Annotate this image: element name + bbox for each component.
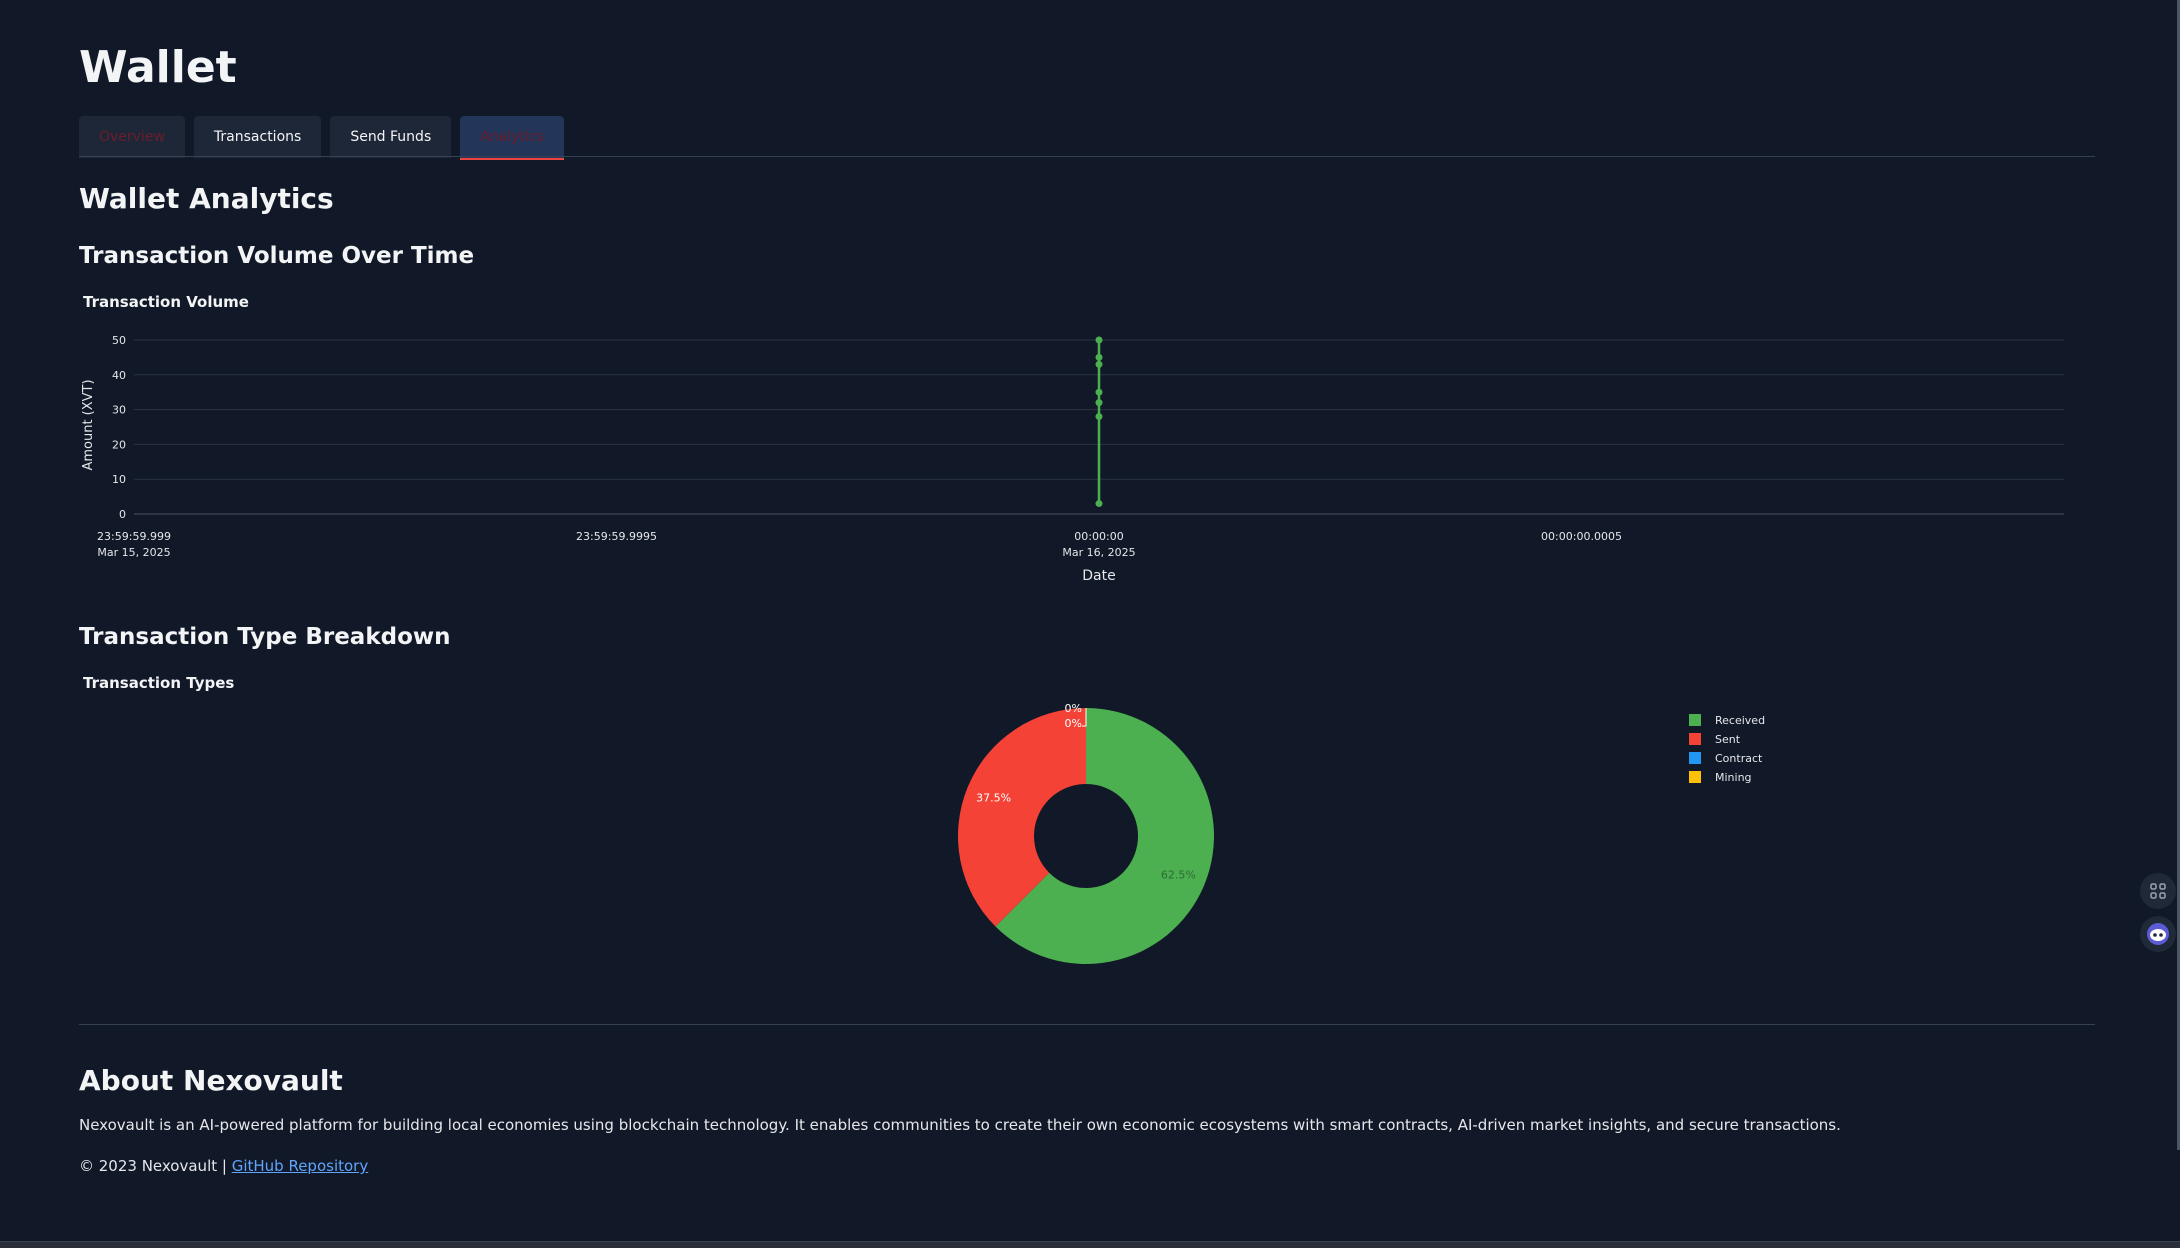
y-axis-ticks: 0 10 20 30 40 50 [112, 334, 126, 521]
legend-entry-contract[interactable]: Contract [1715, 752, 1763, 765]
x-axis-ticks: 23:59:59.999 Mar 15, 2025 23:59:59.9995 00:… [97, 530, 1622, 559]
legend-swatch [1689, 733, 1701, 745]
about-text: Nexovault is an AI-powered platform for … [79, 1116, 1841, 1134]
apps-icon[interactable] [2140, 873, 2176, 909]
about-heading: About Nexovault [79, 1064, 343, 1097]
legend-entry-sent[interactable]: Sent [1715, 733, 1741, 746]
data-point[interactable] [1095, 388, 1103, 396]
x-tick-label: 23:59:59.999 [97, 530, 171, 543]
slice-label-zero: 0% [1065, 702, 1082, 715]
footer: © 2023 Nexovault | GitHub Repository [79, 1157, 368, 1175]
tab-divider [79, 156, 2095, 157]
y-tick-label: 50 [112, 334, 126, 347]
scrollbar[interactable] [2177, 0, 2180, 1150]
slice-label: 62.5% [1161, 868, 1196, 881]
x-tick-label: 00:00:00.0005 [1541, 530, 1622, 543]
types-chart-title: Transaction Types [83, 674, 235, 692]
donut-labels: 62.5% 37.5% 0% 0% [976, 702, 1196, 881]
data-point[interactable] [1095, 336, 1103, 344]
y-tick-label: 40 [112, 369, 126, 382]
y-tick-label: 30 [112, 404, 126, 417]
donut-slice-received[interactable] [995, 708, 1214, 964]
x-tick-label: 23:59:59.9995 [576, 530, 657, 543]
slice-label-zero: 0% [1065, 717, 1082, 730]
copyright-text: © 2023 Nexovault | [79, 1157, 232, 1175]
legend-entry-received[interactable]: Received [1715, 714, 1765, 727]
legend-swatch [1689, 752, 1701, 764]
types-section-heading: Transaction Type Breakdown [79, 624, 451, 650]
x-tick-label: 00:00:00 [1074, 530, 1123, 543]
legend-swatch [1689, 771, 1701, 783]
volume-section-heading: Transaction Volume Over Time [79, 243, 475, 269]
section-divider [79, 1024, 2095, 1025]
donut-slice-sent[interactable] [958, 708, 1086, 927]
y-axis-label: Amount (XVT) [81, 379, 96, 470]
data-point[interactable] [1095, 500, 1103, 508]
x-axis-label: Date [1082, 568, 1115, 584]
data-point[interactable] [1095, 353, 1103, 361]
page-title: Wallet [79, 42, 237, 93]
y-tick-label: 10 [112, 473, 126, 486]
tab-overview[interactable]: Overview [79, 116, 185, 158]
assistant-bot-icon[interactable] [2140, 916, 2176, 952]
analytics-heading: Wallet Analytics [79, 182, 334, 215]
slice-label: 37.5% [976, 792, 1011, 805]
y-tick-label: 20 [112, 438, 126, 451]
github-link[interactable]: GitHub Repository [231, 1157, 369, 1175]
tab-analytics[interactable]: Analytics [460, 116, 564, 160]
bottom-status-bar [0, 1241, 2180, 1248]
x-tick-date-label: Mar 16, 2025 [1062, 546, 1135, 559]
x-tick-date-label: Mar 15, 2025 [97, 546, 170, 559]
data-point[interactable] [1095, 360, 1103, 368]
data-point[interactable] [1095, 399, 1103, 407]
donut-slices [958, 708, 1214, 964]
y-tick-label: 0 [119, 508, 126, 521]
volume-series [1095, 336, 1103, 508]
volume-chart-title: Transaction Volume [83, 293, 249, 311]
tab-bar: Overview Transactions Send Funds Analyti… [79, 116, 564, 160]
chart-legend[interactable]: Received Sent Contract Mining [1689, 714, 1765, 784]
data-point[interactable] [1095, 413, 1103, 421]
types-donut-chart: 62.5% 37.5% 0% 0% Received Sent Contract Minin… [958, 702, 1765, 964]
leader-line [1082, 708, 1087, 727]
tab-send-funds[interactable]: Send Funds [330, 116, 452, 158]
legend-swatch [1689, 714, 1701, 726]
tab-transactions[interactable]: Transactions [193, 116, 322, 158]
legend-entry-mining[interactable]: Mining [1715, 771, 1752, 784]
